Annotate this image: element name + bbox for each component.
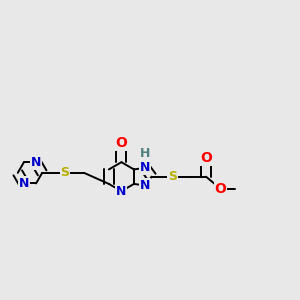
Text: N: N xyxy=(140,161,150,174)
Text: N: N xyxy=(140,179,150,192)
Text: H: H xyxy=(140,147,150,160)
Text: N: N xyxy=(116,185,127,198)
Text: O: O xyxy=(116,136,128,150)
Text: O: O xyxy=(214,182,226,196)
Text: S: S xyxy=(168,170,177,183)
Text: N: N xyxy=(19,177,29,190)
Text: S: S xyxy=(61,167,70,179)
Text: O: O xyxy=(200,152,212,165)
Text: N: N xyxy=(31,156,41,169)
